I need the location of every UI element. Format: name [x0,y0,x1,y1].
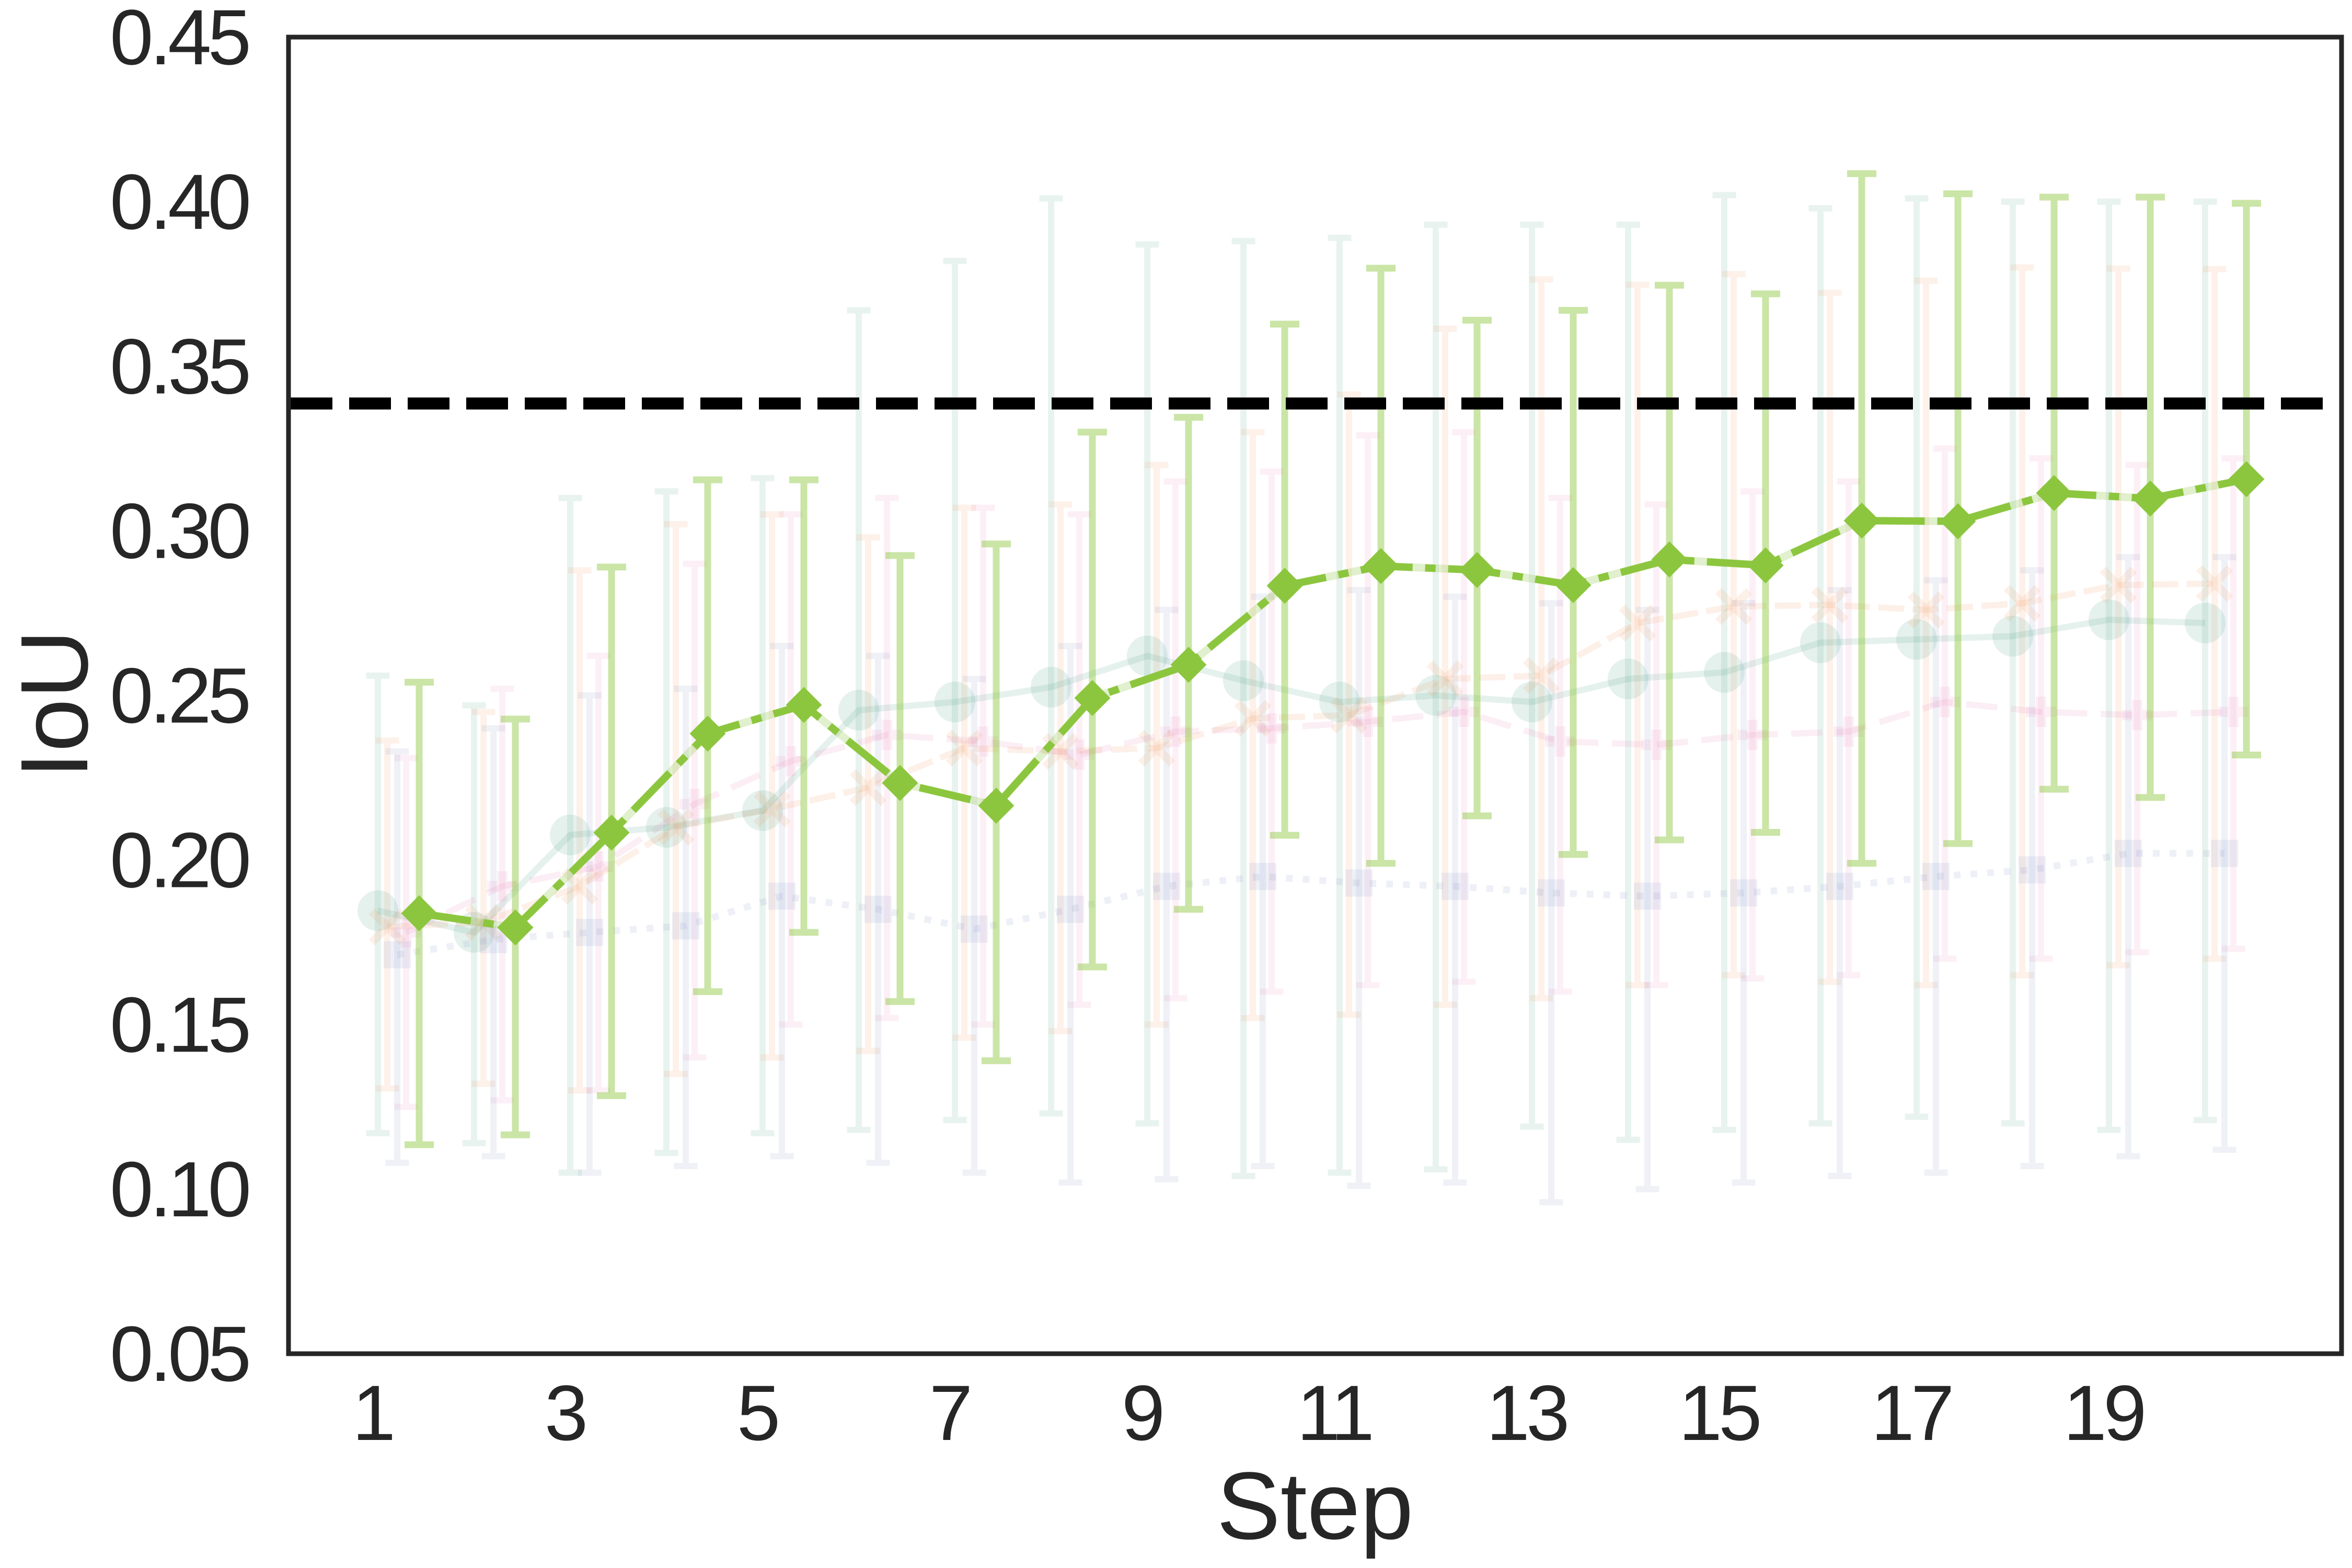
svg-text:17: 17 [1871,1369,1951,1457]
svg-text:15: 15 [1679,1369,1759,1457]
svg-text:11: 11 [1297,1369,1371,1457]
svg-text:0.40: 0.40 [110,158,249,246]
svg-text:0.35: 0.35 [110,322,249,410]
svg-text:0.20: 0.20 [110,816,249,904]
svg-text:7: 7 [929,1369,969,1457]
svg-text:1: 1 [352,1369,393,1457]
svg-text:5: 5 [737,1369,778,1457]
svg-text:19: 19 [2063,1369,2143,1457]
svg-text:13: 13 [1486,1369,1566,1457]
svg-text:Step: Step [1217,1452,1413,1559]
svg-text:0.15: 0.15 [110,981,249,1068]
svg-text:0.05: 0.05 [110,1310,249,1398]
svg-text:9: 9 [1122,1369,1162,1457]
svg-text:IoU: IoU [1,630,108,779]
svg-text:0.10: 0.10 [110,1145,249,1233]
svg-text:3: 3 [545,1369,585,1457]
svg-text:0.30: 0.30 [110,487,249,575]
svg-text:0.25: 0.25 [110,652,249,740]
svg-text:0.45: 0.45 [110,0,249,81]
